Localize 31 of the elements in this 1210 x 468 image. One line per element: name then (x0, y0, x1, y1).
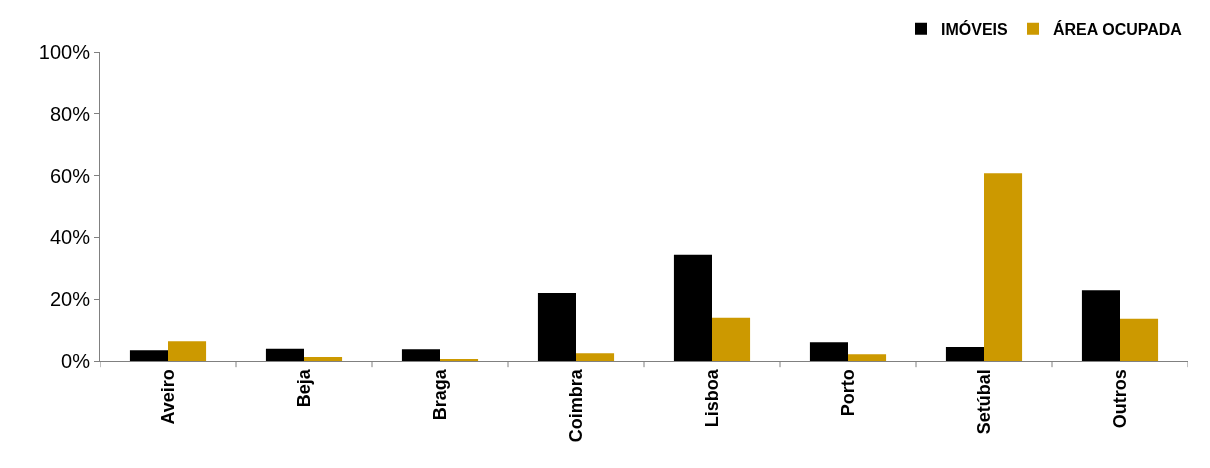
bar (401, 349, 440, 361)
x-tick-label: Lisboa (701, 368, 722, 428)
bar (576, 353, 615, 361)
y-tick-label: 100% (38, 41, 91, 63)
legend-label: IMÓVEIS (941, 19, 1009, 38)
bar (848, 354, 887, 361)
legend-label: ÁREA OCUPADA (1053, 19, 1183, 38)
bar (537, 293, 576, 361)
x-tick-label: Coimbra (565, 368, 586, 443)
bar (168, 341, 207, 361)
bar (673, 254, 712, 361)
bar (712, 317, 751, 361)
y-tick-label: 80% (49, 102, 91, 125)
bar (265, 348, 304, 361)
y-tick-label: 60% (49, 164, 91, 187)
x-tick-label: Braga (429, 368, 450, 421)
bar (945, 347, 984, 361)
bar (984, 173, 1023, 361)
bar (304, 356, 343, 361)
x-tick-label: Beja (293, 368, 314, 408)
x-tick-label: Aveiro (157, 369, 178, 425)
y-tick-label: 20% (49, 288, 91, 311)
y-tick-label: 0% (61, 350, 91, 372)
x-tick-label: Porto (837, 369, 858, 417)
x-tick-label: Outros (1109, 369, 1130, 429)
bar (809, 342, 848, 361)
bar (129, 350, 168, 361)
bar (1120, 318, 1159, 361)
x-tick-label: Setúbal (973, 369, 994, 435)
bar (1081, 290, 1120, 361)
y-tick-label: 40% (49, 226, 91, 249)
